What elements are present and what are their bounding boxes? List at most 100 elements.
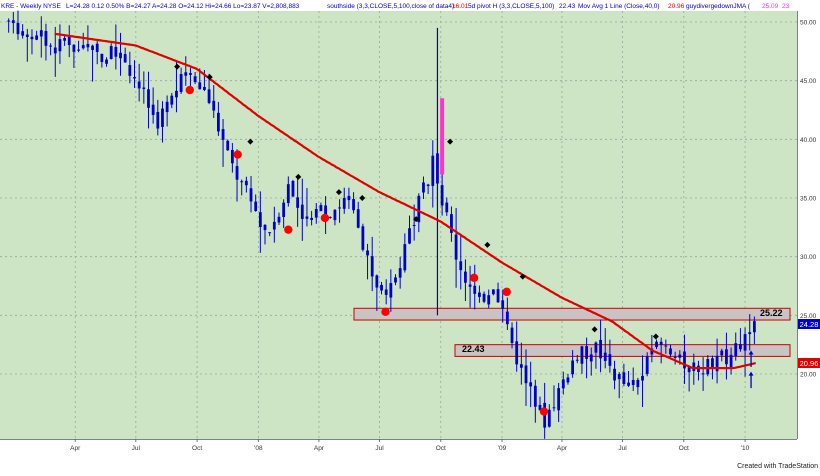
price-bar-body	[645, 356, 649, 374]
pivot-high-marker	[652, 333, 659, 340]
price-bar-body	[170, 95, 174, 105]
price-bar-body	[631, 380, 635, 386]
price-bar-body	[342, 198, 346, 209]
price-bar-body	[519, 364, 523, 368]
price-bar-body	[482, 293, 486, 302]
price-bar-body	[454, 234, 458, 260]
chart-header: KRE - Weekly NYSE L=24.28 0.12 0.50% B=2…	[1, 3, 790, 10]
price-bar-body	[589, 354, 593, 362]
price-bar-body	[422, 182, 425, 193]
price-bar-body	[673, 356, 677, 358]
price-bar-body	[35, 35, 39, 40]
price-bar-body	[557, 388, 561, 411]
price-bar-body	[650, 348, 654, 355]
price-bar-body	[380, 284, 383, 291]
x-tick-label: '08	[254, 445, 263, 452]
price-bar-body	[235, 166, 239, 180]
price-bar-body	[7, 20, 11, 22]
price-bar-body	[203, 87, 206, 90]
header-study1: southside (3,3,CLOSE,5,100,close of data…	[327, 3, 454, 10]
price-bar-body	[328, 217, 332, 219]
price-bar-body	[11, 20, 15, 24]
price-bar-body	[175, 90, 178, 98]
price-bar-body	[491, 289, 495, 295]
price-bar-body	[636, 379, 640, 388]
price-bar-body	[44, 30, 48, 46]
price-bar-body	[282, 202, 286, 217]
pivot-high-marker	[484, 241, 491, 248]
price-bar-body	[370, 256, 374, 277]
price-bar-body	[603, 352, 607, 361]
price-bar-body	[571, 360, 575, 375]
y-tick-label: 35.00	[800, 196, 817, 203]
price-bar-body	[683, 351, 686, 369]
header-study1-value: 16.01	[452, 3, 469, 10]
price-bar-body	[426, 184, 430, 187]
price-bar-body	[538, 404, 542, 410]
price-bar-body	[375, 275, 379, 288]
price-bars	[7, 10, 756, 439]
price-bar-body	[701, 373, 705, 375]
pivot-high-marker	[519, 273, 526, 280]
pivot-high-marker	[206, 74, 213, 81]
price-bar-body	[100, 53, 104, 62]
x-tick-label: Apr	[314, 445, 325, 452]
pivot-high-marker	[413, 216, 420, 223]
price-bar-body	[748, 332, 752, 335]
header-study2: 5d pivot H (3,3,CLOSE,5,100)	[468, 3, 554, 10]
ma-price-tag: 20.96	[800, 359, 819, 368]
price-bar-body	[198, 82, 202, 90]
price-bar-body	[594, 342, 598, 353]
price-bar-body	[156, 111, 160, 129]
zone-label: 25.22	[760, 308, 783, 318]
price-zone	[353, 307, 791, 321]
pivot-high-marker	[447, 138, 454, 145]
price-bar-body	[39, 30, 43, 37]
price-bar-body	[314, 208, 318, 218]
pivot-low-marker	[469, 273, 479, 282]
price-bar-body	[221, 129, 225, 140]
price-bar-body	[641, 375, 644, 381]
price-bar-body	[468, 284, 472, 287]
price-bar-body	[86, 43, 90, 48]
price-bar-body	[184, 72, 188, 76]
price-bar-body	[277, 216, 281, 223]
price-bar-body	[216, 112, 220, 132]
price-bar-body	[53, 47, 57, 54]
highlight-bar	[440, 98, 445, 175]
price-bar-body	[450, 214, 453, 233]
y-tick-label: 50.00	[800, 20, 817, 27]
x-tick-label: '09	[498, 445, 507, 452]
price-bar-body	[580, 346, 584, 364]
price-bar-body	[25, 34, 29, 37]
price-bar-body	[711, 358, 714, 369]
pivot-low-marker	[233, 150, 242, 159]
price-bar-body	[16, 22, 20, 35]
price-bar-body	[249, 188, 253, 202]
price-bar-body	[268, 232, 272, 234]
price-bar-body	[496, 289, 500, 303]
price-bar-body	[244, 180, 248, 186]
price-bar-body	[230, 149, 234, 164]
pivot-high-marker	[295, 173, 302, 180]
x-tick-label: '10	[741, 445, 750, 452]
price-bar-body	[464, 271, 467, 283]
price-bar-body	[300, 204, 304, 219]
price-bar-body	[687, 367, 691, 373]
price-bar-body	[617, 374, 621, 380]
price-bar-body	[49, 45, 53, 47]
price-axis-area	[797, 11, 820, 439]
price-bar-body	[734, 343, 738, 356]
header-study3: Mov Avg 1 Line (Close,40,0)	[578, 3, 660, 10]
price-bar-body	[389, 283, 393, 298]
price-bar-body	[739, 344, 742, 350]
moving-average	[54, 32, 756, 370]
price-bar-body	[752, 321, 756, 333]
price-bar-body	[473, 285, 477, 294]
price-bar-body	[403, 244, 407, 271]
price-bar-body	[459, 261, 463, 271]
footer-credit: Created with TradeStation	[737, 463, 818, 470]
zone-label: 22.43	[462, 344, 485, 354]
price-bar-body	[310, 217, 314, 220]
price-bar-body	[706, 359, 710, 375]
